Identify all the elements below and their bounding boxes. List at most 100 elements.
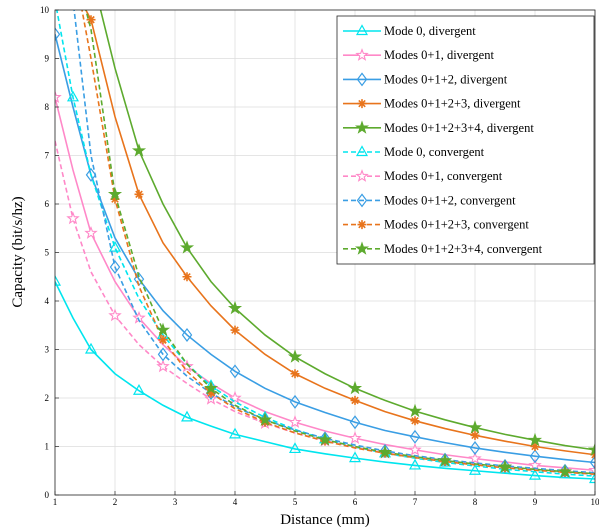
data-point: [180, 359, 194, 373]
legend-marker: [355, 145, 369, 157]
data-point: [55, 90, 62, 104]
legend-label: Modes 0+1+2+3+4, divergent: [384, 121, 534, 135]
data-point: [528, 468, 542, 480]
legend-label: Modes 0+1, divergent: [384, 48, 494, 62]
legend-label: Modes 0+1+2+3+4, convergent: [384, 242, 543, 256]
data-point: [158, 335, 168, 345]
x-tick-label: 7: [413, 497, 418, 507]
legend-item: Modes 0+1+2+3, divergent: [343, 97, 521, 111]
data-point: [410, 416, 420, 426]
legend-item: Modes 0+1+2, divergent: [343, 72, 508, 87]
data-point: [559, 463, 571, 478]
data-point: [317, 432, 333, 446]
data-point: [469, 440, 481, 455]
data-point: [589, 455, 595, 470]
data-point: [409, 429, 421, 444]
legend-label: Mode 0, divergent: [384, 24, 476, 38]
data-point: [350, 395, 360, 405]
legend-item: Mode 0, convergent: [343, 145, 485, 159]
data-point: [407, 403, 423, 418]
y-tick-label: 10: [40, 5, 50, 15]
data-point: [84, 226, 98, 239]
data-point: [229, 364, 241, 379]
y-tick-label: 6: [45, 199, 50, 209]
legend-label: Mode 0, convergent: [384, 145, 485, 159]
legend-marker: [354, 120, 370, 134]
data-point: [348, 431, 362, 444]
data-point: [203, 380, 219, 395]
y-tick-label: 1: [45, 442, 50, 452]
data-point: [529, 449, 541, 464]
legend-item: Modes 0+1+2, convergent: [343, 193, 516, 208]
data-point: [228, 390, 242, 404]
data-point: [131, 143, 147, 157]
x-tick-label: 3: [173, 497, 178, 507]
x-tick-label: 6: [353, 497, 358, 507]
data-point: [66, 90, 80, 102]
data-point: [530, 442, 540, 451]
series-5: [99, 10, 595, 456]
series-4: [84, 10, 595, 460]
series-10: [85, 10, 595, 478]
series-line: [55, 34, 595, 464]
series-layer: [55, 0, 595, 484]
legend-item: Modes 0+1+2+3+4, divergent: [343, 120, 534, 135]
legend-marker: [355, 48, 369, 61]
data-point: [84, 342, 98, 354]
y-axis-label: Capacity (bit/s/hz): [10, 196, 26, 307]
data-point: [155, 322, 171, 337]
data-point: [156, 359, 170, 373]
y-tick-label: 5: [45, 248, 50, 258]
data-point: [179, 240, 195, 254]
data-point: [206, 388, 216, 398]
y-tick-label: 0: [45, 490, 50, 500]
data-point: [587, 442, 595, 456]
data-point: [228, 427, 242, 439]
x-axis-label: Distance (mm): [280, 512, 370, 527]
series-line: [55, 140, 595, 475]
legend-label: Modes 0+1+2+3, divergent: [384, 97, 521, 111]
data-point: [408, 442, 422, 456]
legend-item: Modes 0+1+2+3, convergent: [343, 218, 529, 232]
data-point: [468, 464, 482, 475]
series-3: [55, 27, 595, 470]
data-point: [347, 380, 363, 395]
y-tick-label: 4: [45, 296, 50, 306]
data-point: [110, 194, 120, 204]
data-point: [180, 410, 194, 422]
legend-marker: [357, 220, 367, 230]
series-line: [73, 10, 595, 474]
data-point: [55, 27, 61, 42]
data-point: [108, 308, 122, 322]
y-tick-label: 7: [45, 151, 50, 161]
legend-item: Mode 0, divergent: [343, 24, 476, 38]
legend-label: Modes 0+1, convergent: [384, 169, 503, 183]
data-point: [468, 451, 482, 465]
x-tick-label: 2: [113, 497, 118, 507]
data-point: [467, 420, 483, 434]
legend-item: Modes 0+1, divergent: [343, 48, 494, 62]
data-point: [588, 472, 595, 484]
data-point: [69, 0, 78, 6]
legend-marker: [355, 169, 369, 182]
x-tick-label: 1: [53, 497, 58, 507]
data-point: [227, 300, 243, 315]
y-tick-label: 3: [45, 345, 50, 355]
series-line: [85, 10, 595, 475]
data-point: [557, 464, 573, 478]
data-point: [289, 394, 301, 409]
data-point: [230, 325, 240, 335]
data-point: [86, 15, 96, 25]
data-point: [66, 211, 80, 225]
data-point: [349, 415, 361, 430]
data-point: [108, 240, 122, 252]
series-line: [55, 281, 595, 480]
legend-item: Modes 0+1, convergent: [343, 169, 503, 183]
data-point: [132, 383, 146, 395]
legend: Mode 0, divergent Modes 0+1, divergent Mod…: [336, 15, 595, 265]
legend-marker: [355, 24, 369, 36]
x-tick-label: 4: [233, 497, 238, 507]
data-point: [437, 453, 453, 467]
